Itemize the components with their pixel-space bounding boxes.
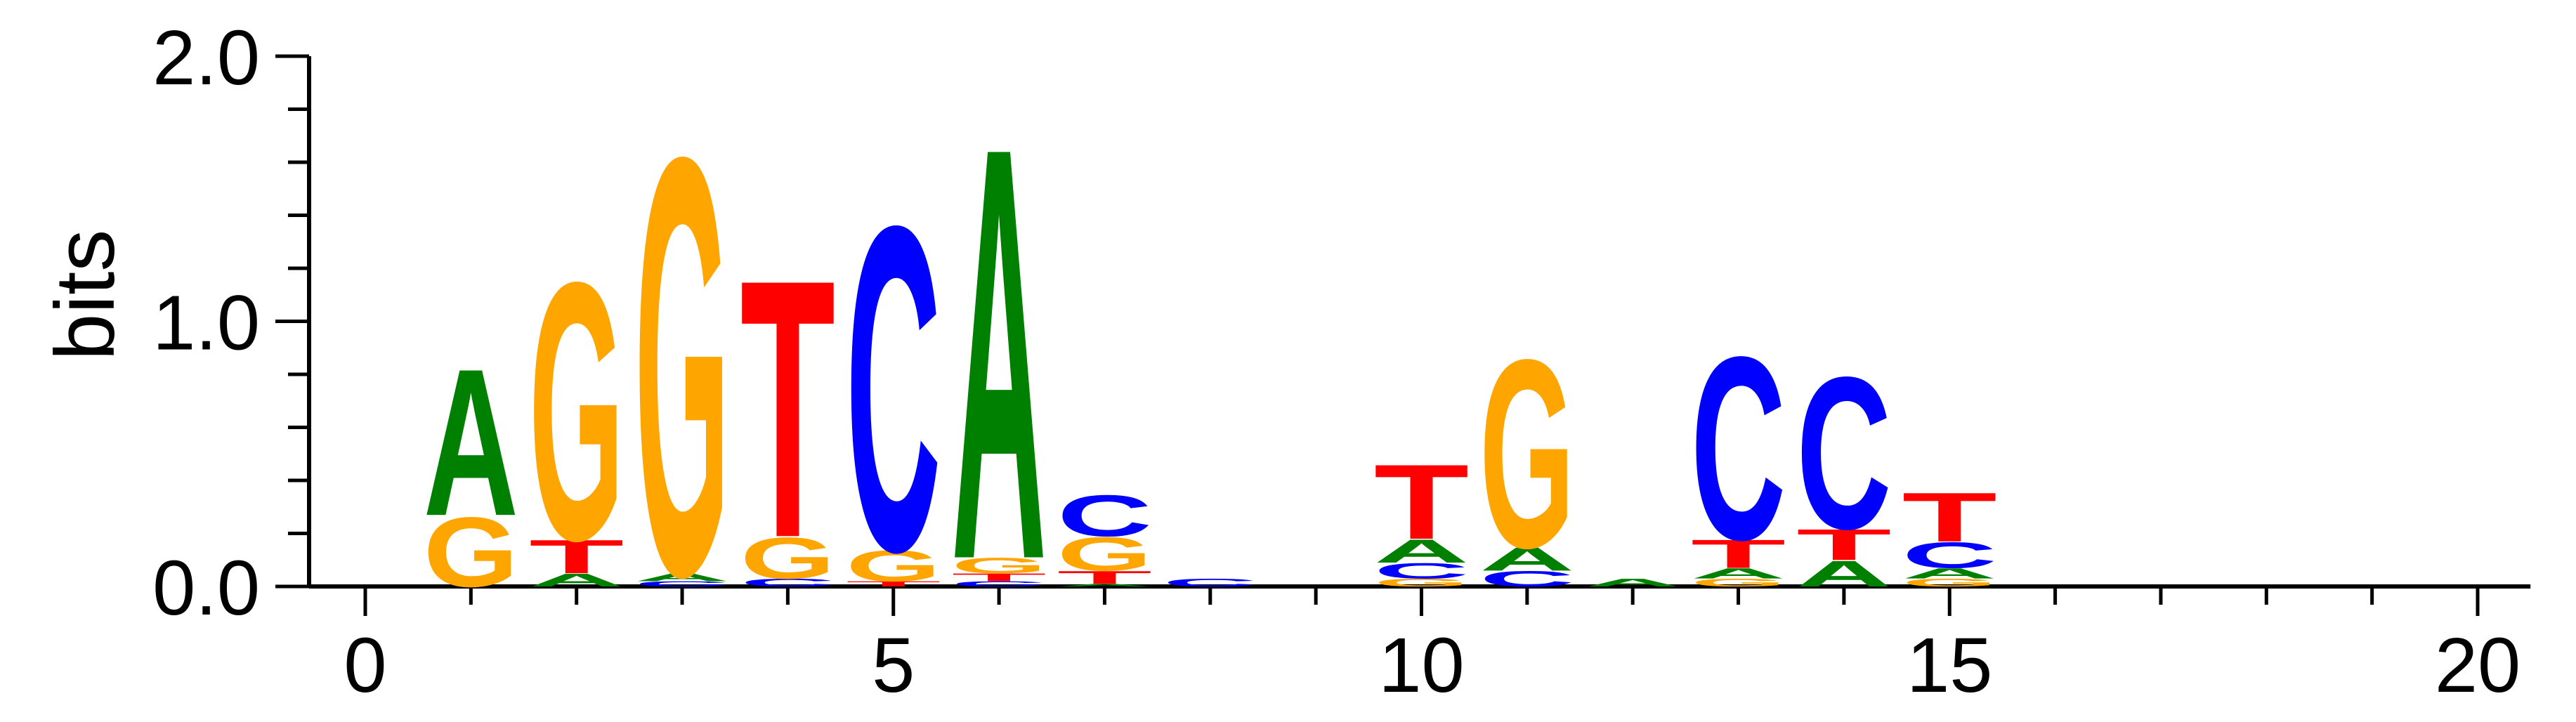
logo-letter-c: C <box>1374 558 1469 583</box>
logo-letter-g: G <box>846 542 941 591</box>
logo-letter-c: C <box>1057 483 1152 549</box>
logo-letter-c: C <box>634 580 729 589</box>
logo-letter-g: G <box>951 553 1046 578</box>
logo-letter-a: A <box>1374 532 1469 570</box>
logo-letter-g: G <box>1902 577 1997 589</box>
logo-letter-g: G <box>1057 527 1152 580</box>
logo-letter-t: T <box>1796 520 1891 569</box>
logo-letter-a: A <box>1796 553 1891 595</box>
logo-letter-g: G <box>1374 577 1469 589</box>
logo-letter-c: C <box>1479 567 1574 591</box>
y-tick-label: 1.0 <box>152 280 260 367</box>
logo-letter-a: A <box>1586 577 1680 589</box>
logo-letter-a: A <box>1902 565 1997 582</box>
logo-letter-t: T <box>846 580 941 589</box>
y-tick-label: 0.0 <box>152 545 260 631</box>
x-tick-label: 0 <box>344 622 386 709</box>
x-tick-label: 20 <box>2435 622 2521 709</box>
logo-letter-t: T <box>1691 532 1786 577</box>
logo-letter-g: G <box>1691 577 1786 589</box>
logo-letter-c: C <box>846 129 941 648</box>
logo-letter-c: C <box>740 577 835 589</box>
logo-letter-g: G <box>424 496 518 608</box>
x-tick-label: 15 <box>1907 622 1992 709</box>
y-tick-label: 2.0 <box>152 15 260 101</box>
logo-letter-g: G <box>1479 303 1574 603</box>
logo-letter-a: A <box>951 24 1046 682</box>
logo-letter-a: A <box>529 570 624 590</box>
axes: 0.0 1.0 2.0 0 5 10 15 20 <box>152 15 2531 709</box>
logo-letter-c: C <box>951 580 1046 589</box>
logo-letter-a: A <box>1479 541 1574 578</box>
logo-letter-a: A <box>634 571 729 584</box>
x-tick-label: 5 <box>872 622 915 709</box>
logo-letter-a: A <box>1691 565 1786 582</box>
logo-letter-a: A <box>1057 583 1152 587</box>
logo-letter-g: G <box>634 33 729 700</box>
logo-letter-g: G <box>529 205 624 617</box>
logo-letter-g: G <box>740 525 835 591</box>
logo-letter-a: A <box>424 324 518 559</box>
logo-letter-c: C <box>1691 303 1786 595</box>
x-tick-label: 10 <box>1378 622 1464 709</box>
logo-letter-c: C <box>1796 332 1891 575</box>
logo-letter-t: T <box>529 530 624 584</box>
logo-letter-t: T <box>740 204 835 615</box>
logo-letter-t: T <box>1057 567 1152 588</box>
logo-letter-t: T <box>1902 478 1997 556</box>
logo-letter-t: T <box>1374 442 1469 562</box>
logo-letter-c: C <box>1902 534 1997 576</box>
logo-letter-t: T <box>951 571 1046 584</box>
y-axis-label: bits <box>38 230 132 361</box>
logo-letter-c: C <box>1163 577 1257 589</box>
